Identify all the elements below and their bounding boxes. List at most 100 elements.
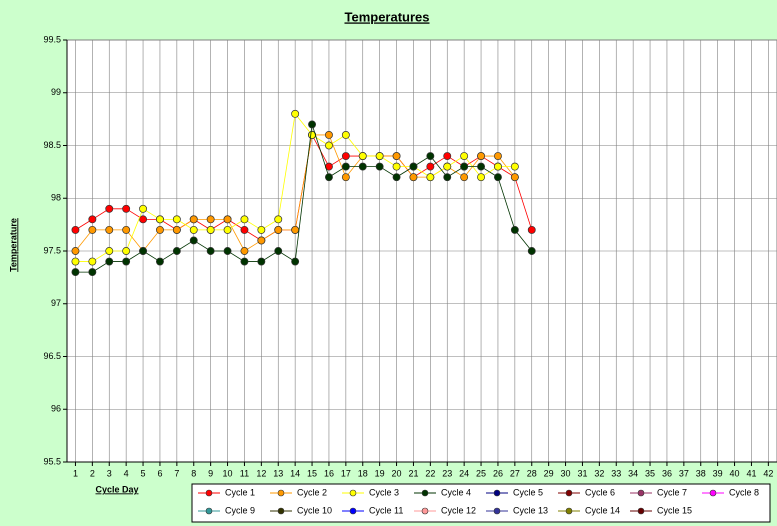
x-tick-label: 28 <box>527 468 537 478</box>
point <box>105 204 114 213</box>
chart-title: Temperatures <box>344 9 429 24</box>
point <box>189 215 198 224</box>
point <box>341 162 350 171</box>
point <box>206 247 215 255</box>
y-tick-label: 98.5 <box>43 140 61 150</box>
point <box>189 236 198 245</box>
point <box>240 247 249 255</box>
point <box>477 162 485 171</box>
point <box>443 152 452 160</box>
legend-swatch <box>205 489 213 497</box>
point <box>88 215 97 224</box>
x-axis-label: Cycle Day <box>95 484 138 494</box>
point <box>409 162 418 171</box>
point <box>257 236 266 245</box>
point <box>274 225 283 234</box>
y-tick-label: 98 <box>51 193 61 203</box>
x-tick-label: 37 <box>679 468 689 478</box>
point <box>375 152 384 160</box>
x-tick-label: 23 <box>442 468 452 478</box>
point <box>206 215 215 224</box>
point <box>223 225 232 234</box>
point <box>392 152 401 160</box>
point <box>223 215 232 224</box>
point <box>510 162 519 171</box>
x-tick-label: 2 <box>90 468 95 478</box>
point <box>426 162 435 171</box>
point <box>105 247 114 255</box>
legend-label: Cycle 7 <box>657 487 687 497</box>
legend-swatch <box>277 507 285 515</box>
x-tick-label: 24 <box>459 468 469 478</box>
point <box>325 141 333 150</box>
x-tick-label: 21 <box>408 468 418 478</box>
point <box>527 247 536 255</box>
x-tick-label: 31 <box>577 468 587 478</box>
x-tick-label: 18 <box>358 468 368 478</box>
point <box>88 268 97 277</box>
x-tick-label: 34 <box>628 468 638 478</box>
y-axis-label: Temperature <box>8 218 18 272</box>
point <box>527 225 536 234</box>
legend-label: Cycle 12 <box>441 505 476 515</box>
legend-swatch <box>421 489 429 497</box>
legend-swatch <box>493 489 501 497</box>
point <box>172 225 181 234</box>
x-tick-label: 11 <box>240 468 249 478</box>
point <box>443 173 452 182</box>
x-tick-label: 6 <box>157 468 162 478</box>
point <box>155 257 164 266</box>
y-tick-label: 97 <box>51 298 61 308</box>
y-tick-label: 99 <box>51 87 61 97</box>
point <box>240 257 249 266</box>
x-tick-label: 33 <box>611 468 621 478</box>
point <box>71 247 80 255</box>
point <box>71 268 80 277</box>
point <box>325 173 333 182</box>
x-tick-label: 16 <box>324 468 334 478</box>
x-tick-label: 42 <box>763 468 773 478</box>
x-tick-label: 38 <box>696 468 706 478</box>
point <box>223 247 232 255</box>
point <box>426 152 435 160</box>
point <box>392 173 401 182</box>
legend-swatch <box>421 507 429 515</box>
point <box>172 247 181 255</box>
x-tick-label: 14 <box>290 468 300 478</box>
x-tick-label: 5 <box>141 468 146 478</box>
legend <box>191 483 771 523</box>
x-tick-label: 19 <box>375 468 385 478</box>
legend-swatch <box>565 507 573 515</box>
point <box>409 173 418 182</box>
legend-swatch <box>565 489 573 497</box>
x-tick-label: 20 <box>392 468 402 478</box>
point <box>206 225 215 234</box>
point <box>358 162 367 171</box>
x-tick-label: 32 <box>594 468 604 478</box>
point <box>155 215 164 224</box>
legend-label: Cycle 13 <box>513 505 548 515</box>
point <box>71 225 80 234</box>
legend-label: Cycle 4 <box>441 487 471 497</box>
point <box>426 173 435 182</box>
point <box>105 257 114 266</box>
x-tick-label: 8 <box>191 468 196 478</box>
point <box>257 257 266 266</box>
point <box>274 215 283 224</box>
point <box>172 215 181 224</box>
point <box>105 225 114 234</box>
point <box>240 225 249 234</box>
series-line <box>75 124 533 273</box>
x-tick-label: 27 <box>510 468 520 478</box>
legend-label: Cycle 6 <box>585 487 615 497</box>
point <box>240 215 249 224</box>
point <box>122 225 131 234</box>
point <box>71 257 80 266</box>
point <box>139 215 147 224</box>
point <box>122 247 131 255</box>
point <box>88 225 97 234</box>
legend-label: Cycle 5 <box>513 487 543 497</box>
point <box>308 120 316 129</box>
x-tick-label: 17 <box>341 468 351 478</box>
y-tick-label: 96 <box>51 404 61 414</box>
